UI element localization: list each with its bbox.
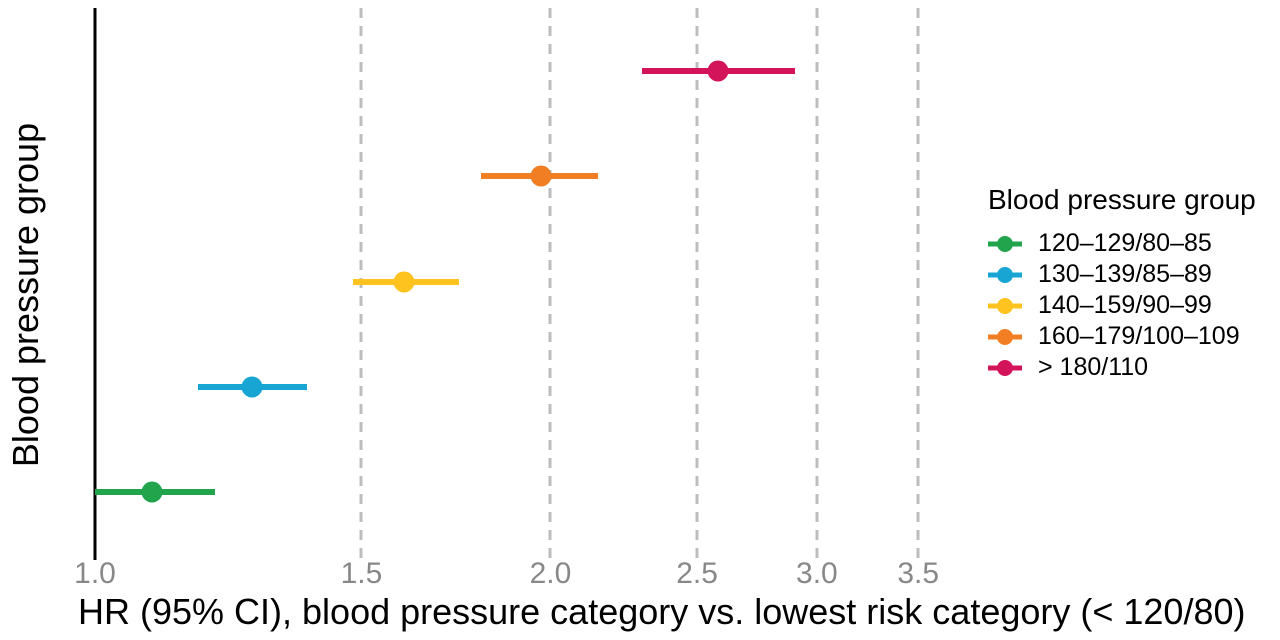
point-estimate-dot <box>141 481 163 503</box>
gridline <box>695 8 699 560</box>
plot-area <box>93 8 960 560</box>
legend-item: 120–129/80–85 <box>988 228 1256 259</box>
x-tick-label: 2.0 <box>529 557 572 590</box>
legend-items: 120–129/80–85 130–139/85–89 140–159/90–99 1… <box>988 228 1256 383</box>
legend-item-label: 120–129/80–85 <box>1038 229 1212 257</box>
gridline <box>916 8 920 560</box>
legend-key <box>988 326 1022 348</box>
legend-key <box>988 295 1022 317</box>
x-tick-label: 1.5 <box>340 557 383 590</box>
point-estimate-dot <box>530 165 552 187</box>
legend-item-label: 130–139/85–89 <box>1038 260 1212 288</box>
legend-key <box>988 264 1022 286</box>
y-axis-title: Blood pressure group <box>5 122 46 468</box>
legend: Blood pressure group 120–129/80–85 130–13… <box>988 184 1256 383</box>
reference-line <box>93 8 97 560</box>
legend-item-label: 160–179/100–109 <box>1038 322 1240 350</box>
point-estimate-dot <box>707 60 729 82</box>
legend-key-dot-icon <box>997 359 1013 376</box>
legend-item-label: > 180/110 <box>1038 353 1149 381</box>
legend-item: 140–159/90–99 <box>988 290 1256 321</box>
gridline <box>548 8 552 560</box>
legend-item: > 180/110 <box>988 352 1256 383</box>
legend-key-dot-icon <box>997 328 1013 345</box>
legend-item: 130–139/85–89 <box>988 259 1256 290</box>
legend-key <box>988 233 1022 255</box>
legend-key <box>988 357 1022 379</box>
gridline <box>815 8 819 560</box>
legend-key-dot-icon <box>997 235 1013 252</box>
point-estimate-dot <box>393 271 415 292</box>
legend-item: 160–179/100–109 <box>988 321 1256 352</box>
legend-key-dot-icon <box>997 297 1013 314</box>
x-tick-label: 1.0 <box>74 557 116 590</box>
legend-key-dot-icon <box>997 266 1013 283</box>
point-estimate-dot <box>241 376 263 398</box>
x-tick-label: 3.0 <box>796 557 838 590</box>
x-tick-label: 2.5 <box>676 557 718 590</box>
x-tick-label: 3.5 <box>897 557 940 590</box>
x-axis-title: HR (95% CI), blood pressure category vs.… <box>78 591 1246 632</box>
legend-item-label: 140–159/90–99 <box>1038 291 1212 319</box>
legend-title: Blood pressure group <box>988 184 1256 215</box>
